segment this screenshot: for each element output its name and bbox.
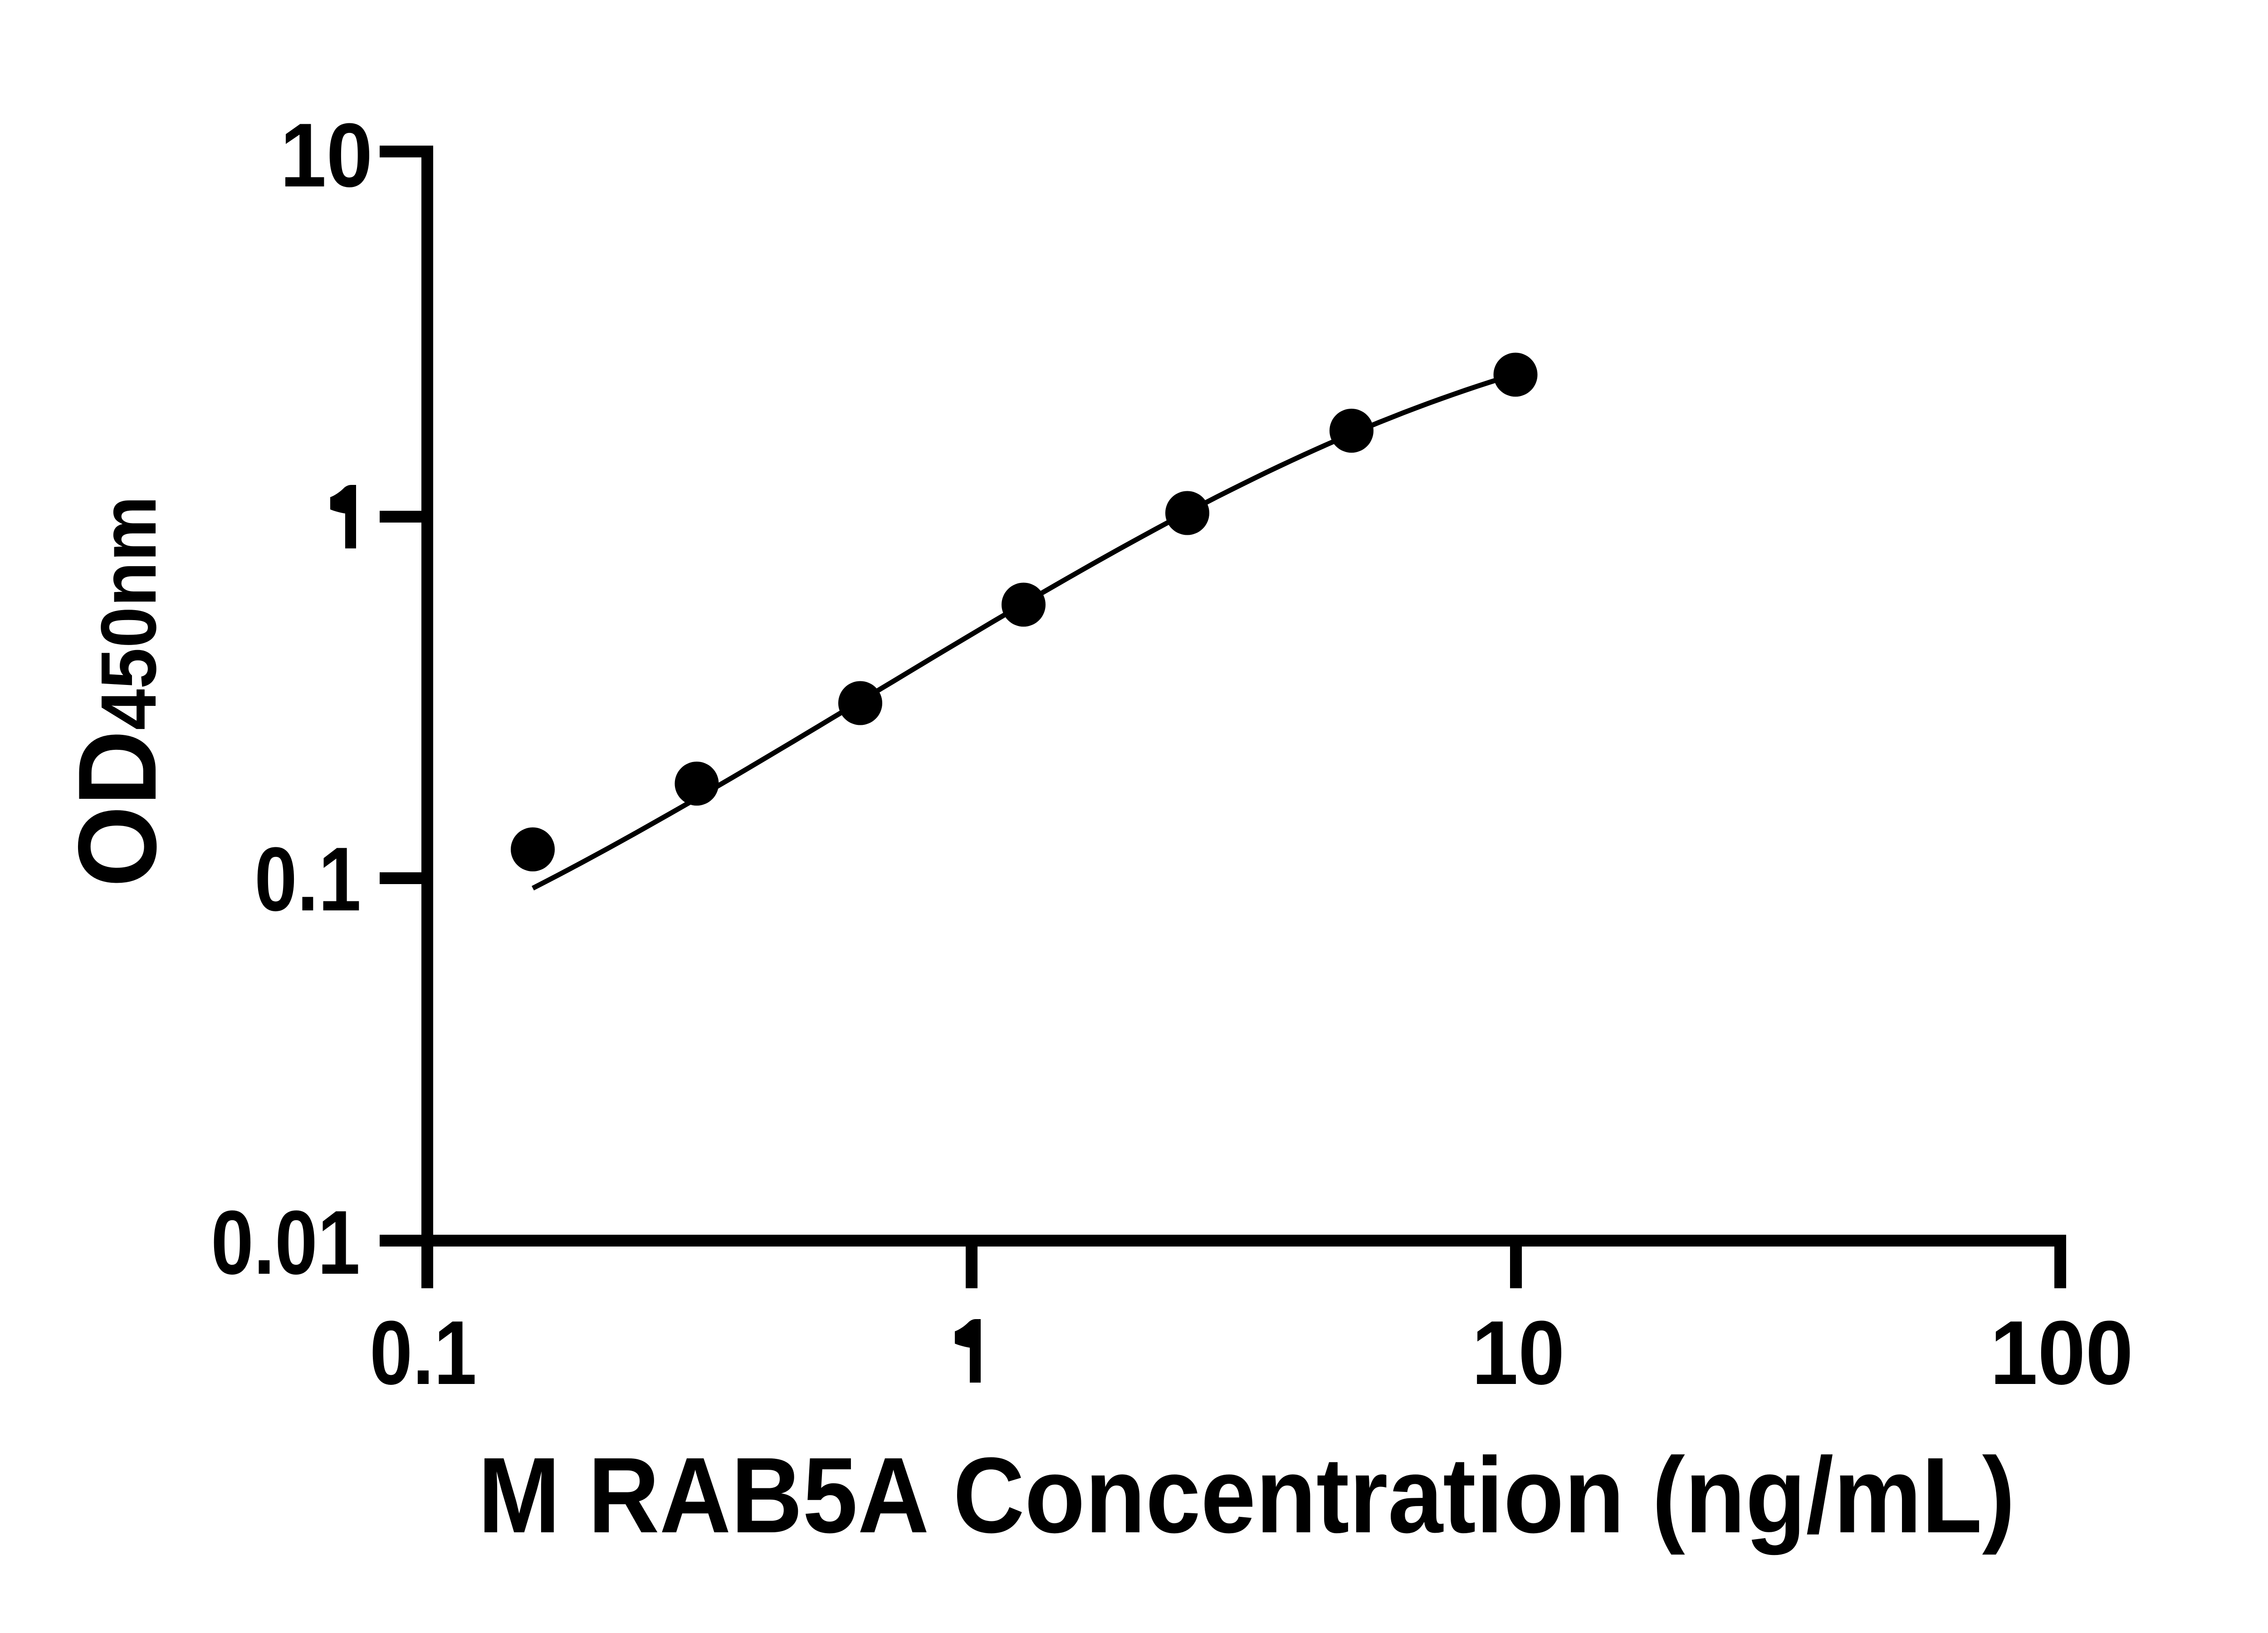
svg-text:OD450nm: OD450nm xyxy=(55,496,179,887)
svg-text:0.1: 0.1 xyxy=(370,1302,477,1403)
svg-text:10: 10 xyxy=(280,105,373,206)
svg-text:0.1: 0.1 xyxy=(254,829,361,930)
svg-text:10: 10 xyxy=(1472,1302,1565,1403)
svg-text:100: 100 xyxy=(1990,1302,2133,1403)
svg-text:0.01: 0.01 xyxy=(211,1192,360,1293)
svg-text:M RAB5A Concentration (ng/mL): M RAB5A Concentration (ng/mL) xyxy=(478,1435,2015,1555)
